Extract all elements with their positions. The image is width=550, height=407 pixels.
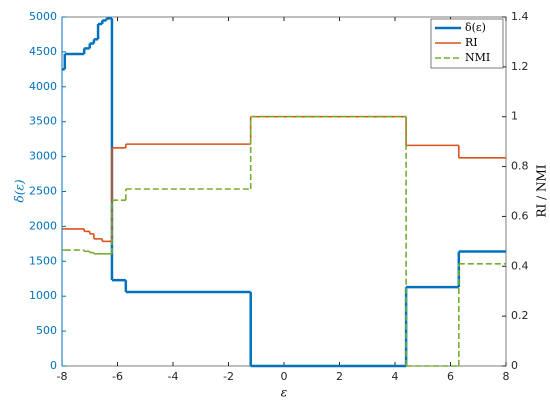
x-tick-label: 8 xyxy=(503,370,510,383)
y2-tick-label: 0.6 xyxy=(511,209,529,222)
y2-tick-label: 0.8 xyxy=(511,160,529,173)
x-tick-label: -8 xyxy=(57,370,68,383)
y-tick-label: 1000 xyxy=(29,289,57,302)
y-tick-label: 5000 xyxy=(29,10,57,23)
y-tick-label: 1500 xyxy=(29,254,57,267)
legend-label: NMI xyxy=(465,51,490,64)
legend-label: RI xyxy=(465,36,478,49)
x-tick-label: 4 xyxy=(392,370,399,383)
series xyxy=(62,115,506,243)
legend-label: δ(ε) xyxy=(465,21,486,34)
y-tick-label: 0 xyxy=(50,359,57,372)
y-tick-label: 3000 xyxy=(29,150,57,163)
y-tick-label: 2500 xyxy=(29,185,57,198)
x-tick-label: -6 xyxy=(112,370,123,383)
y-tick-label: 500 xyxy=(36,324,57,337)
y2-tick-label: 0.2 xyxy=(511,309,529,322)
series xyxy=(62,115,506,367)
x-axis-label: ε xyxy=(281,386,287,400)
y2-tick-label: 1.4 xyxy=(511,10,529,23)
y-tick-label: 2000 xyxy=(29,219,57,232)
y-axis-label: δ(ε) xyxy=(13,179,27,202)
y-tick-label: 4000 xyxy=(29,80,57,93)
y2-tick-label: 0.4 xyxy=(511,259,529,272)
y2-tick-label: 1 xyxy=(511,110,518,123)
x-tick-label: -4 xyxy=(168,370,179,383)
x-tick-label: 6 xyxy=(447,370,454,383)
plot-frame xyxy=(61,16,507,367)
x-tick-label: -2 xyxy=(223,370,234,383)
series xyxy=(62,17,506,368)
y2-axis-label: RI / NMI xyxy=(535,164,549,217)
y2-tick-label: 0 xyxy=(511,359,518,372)
x-tick-label: 0 xyxy=(281,370,288,383)
y-tick-label: 3500 xyxy=(29,115,57,128)
y2-tick-label: 1.2 xyxy=(511,60,529,73)
x-tick-label: 2 xyxy=(336,370,343,383)
y-tick-label: 4500 xyxy=(29,45,57,58)
